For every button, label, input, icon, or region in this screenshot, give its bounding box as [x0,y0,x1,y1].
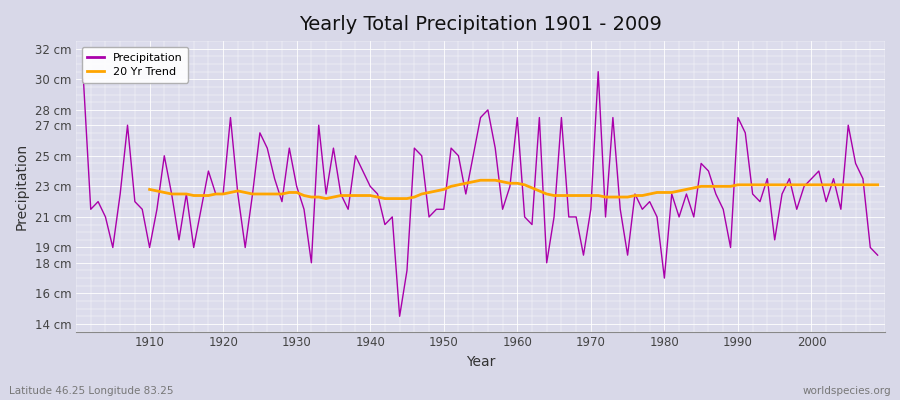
Line: Precipitation: Precipitation [84,72,878,316]
20 Yr Trend [850,182,861,187]
Precipitation [519,214,530,219]
X-axis label: Year: Year [466,355,495,369]
Legend: Precipitation, 20 Yr Trend: Precipitation, 20 Yr Trend [82,47,188,83]
Precipitation [512,115,523,120]
Y-axis label: Precipitation: Precipitation [15,143,29,230]
20 Yr Trend [284,190,294,195]
20 Yr Trend [828,182,839,187]
20 Yr Trend [144,187,155,192]
20 Yr Trend [534,188,544,193]
20 Yr Trend [320,196,331,201]
Line: 20 Yr Trend: 20 Yr Trend [149,180,877,198]
Precipitation [872,253,883,258]
Precipitation [615,207,626,212]
Precipitation [78,77,89,82]
Text: worldspecies.org: worldspecies.org [803,386,891,396]
Precipitation [299,207,310,212]
20 Yr Trend [475,178,486,183]
Precipitation [343,207,354,212]
20 Yr Trend [313,195,324,200]
20 Yr Trend [593,193,604,198]
Title: Yearly Total Precipitation 1901 - 2009: Yearly Total Precipitation 1901 - 2009 [299,15,662,34]
Precipitation [394,314,405,319]
Text: Latitude 46.25 Longitude 83.25: Latitude 46.25 Longitude 83.25 [9,386,174,396]
Precipitation [137,207,148,212]
20 Yr Trend [872,182,883,187]
Precipitation [593,69,604,74]
